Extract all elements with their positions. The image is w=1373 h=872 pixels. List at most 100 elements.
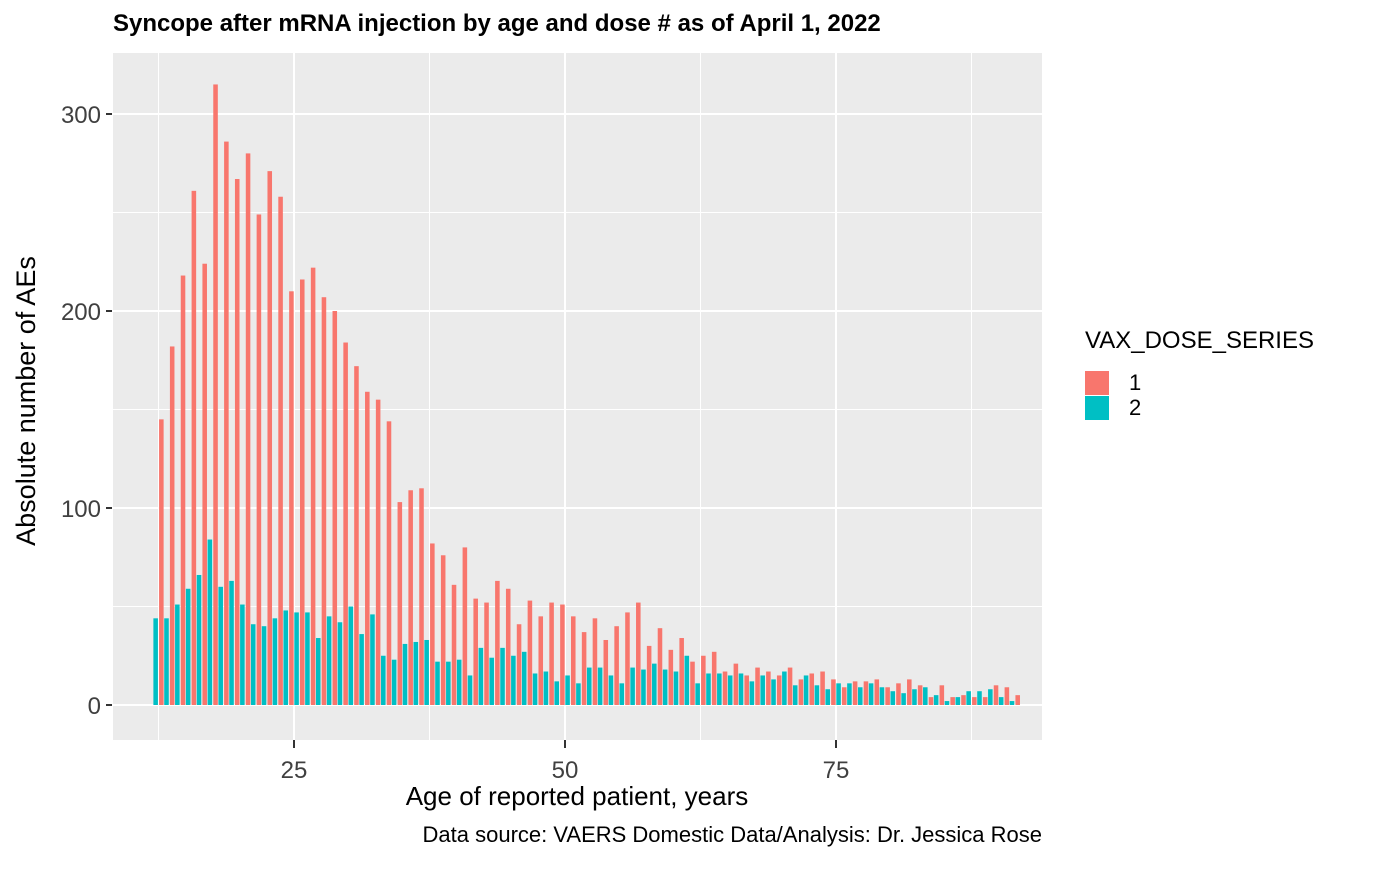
bar-dose1: [603, 639, 609, 705]
bar-dose2: [836, 683, 841, 705]
bar-dose1: [733, 663, 739, 705]
bar-dose1: [343, 342, 348, 705]
bar-dose2: [576, 683, 581, 705]
bar-dose2: [619, 683, 625, 705]
bar-dose2: [261, 626, 267, 705]
bar-dose2: [1009, 701, 1015, 705]
bar-dose2: [738, 673, 744, 705]
legend-label-dose2: 2: [1129, 395, 1142, 420]
bar-dose1: [527, 600, 533, 705]
bar-dose2: [717, 673, 722, 705]
bar-dose1: [299, 279, 305, 705]
bar-dose2: [326, 616, 332, 705]
bar-dose1: [538, 616, 544, 705]
x-axis-tick-label: 75: [823, 757, 850, 784]
bar-dose2: [652, 663, 657, 705]
bar-dose1: [711, 651, 717, 705]
bar-dose2: [977, 691, 982, 705]
bar-dose1: [1015, 695, 1020, 705]
bar-dose1: [787, 667, 793, 705]
bar-dose2: [272, 618, 278, 705]
bar-dose2: [543, 671, 549, 705]
bar-dose1: [1004, 687, 1010, 705]
y-axis-tick-label: 300: [61, 102, 101, 129]
bar-dose2: [857, 687, 863, 705]
bar-dose2: [348, 606, 354, 705]
bar-dose2: [879, 687, 885, 705]
bar-dose1: [289, 291, 294, 705]
bar-dose2: [283, 610, 289, 705]
bar-dose1: [636, 602, 641, 705]
bar-dose1: [570, 616, 576, 705]
bar-dose2: [185, 588, 191, 705]
bar-dose1: [841, 687, 847, 705]
bar-dose1: [516, 624, 522, 705]
bar-dose2: [782, 671, 787, 705]
y-axis-tick-label: 200: [61, 299, 101, 326]
bar-dose1: [776, 675, 782, 705]
bar-dose1: [896, 683, 901, 705]
legend: VAX_DOSE_SERIES 1 2: [1085, 327, 1370, 421]
bar-dose1: [798, 679, 804, 705]
bar-dose2: [315, 638, 321, 705]
bar-dose1: [928, 697, 934, 705]
bar-dose2: [521, 651, 527, 705]
bar-dose2: [370, 614, 375, 705]
bar-dose1: [744, 675, 749, 705]
bar-dose1: [961, 695, 966, 705]
bar-dose2: [630, 667, 635, 705]
bar-dose2: [337, 622, 343, 705]
bar-dose2: [391, 659, 397, 705]
chart-title: Syncope after mRNA injection by age and …: [113, 10, 881, 37]
bar-dose1: [907, 679, 912, 705]
bar-dose2: [229, 580, 234, 705]
x-axis-tick-label: 50: [552, 757, 579, 784]
y-axis-title: Absolute number of AEs: [11, 256, 41, 546]
bar-dose2: [305, 612, 310, 705]
bar-dose1: [159, 419, 164, 705]
bar-dose1: [581, 632, 587, 705]
legend-entry-dose2: 2: [1085, 395, 1370, 420]
bar-dose2: [446, 661, 451, 705]
legend-swatch-dose2-icon: [1085, 396, 1109, 420]
bar-dose2: [511, 655, 516, 705]
bar-dose1: [440, 555, 446, 705]
bar-dose1: [462, 547, 468, 705]
bar-dose2: [413, 641, 419, 705]
caption: Data source: VAERS Domestic Data/Analysi…: [422, 822, 1042, 847]
bar-dose1: [885, 687, 890, 705]
bar-dose1: [430, 543, 435, 705]
bar-dose1: [278, 196, 283, 706]
bar-dose1: [820, 671, 825, 705]
bar-dose1: [310, 267, 316, 705]
bar-dose1: [375, 399, 381, 705]
bar-dose1: [180, 275, 186, 705]
bar-dose1: [365, 391, 370, 705]
bar-dose1: [267, 171, 273, 705]
bar-dose2: [955, 697, 961, 705]
bar-dose2: [456, 659, 462, 705]
bar-dose1: [831, 679, 836, 705]
bar-dose1: [722, 671, 728, 705]
bar-dose1: [766, 671, 771, 705]
bar-dose2: [196, 574, 202, 705]
bar-dose1: [191, 190, 197, 705]
bar-dose2: [760, 675, 765, 705]
bar-dose1: [354, 366, 359, 705]
bar-dose1: [473, 598, 478, 705]
bar-dose1: [625, 612, 630, 705]
bar-dose2: [901, 693, 906, 705]
bar-dose1: [809, 673, 815, 705]
bar-dose2: [814, 685, 820, 705]
bar-dose2: [641, 669, 646, 705]
bar-dose1: [690, 661, 695, 705]
bar-dose1: [668, 649, 674, 705]
bar-dose2: [240, 604, 245, 705]
bar-dose1: [939, 685, 945, 705]
bar-dose1: [451, 584, 457, 705]
bar-dose1: [982, 697, 988, 705]
bar-dose1: [852, 681, 858, 705]
bar-dose2: [868, 683, 874, 705]
